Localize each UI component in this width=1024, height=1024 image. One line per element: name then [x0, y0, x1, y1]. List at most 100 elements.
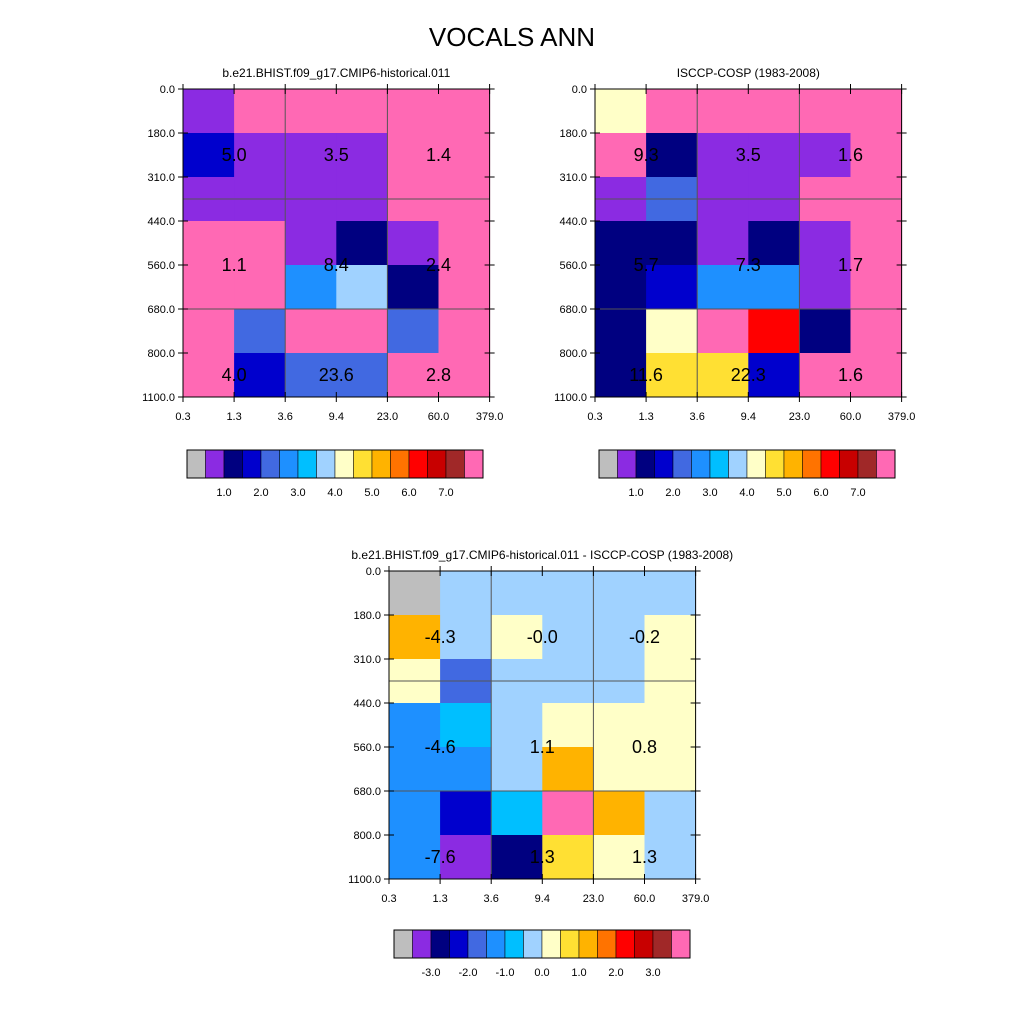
box-value-label: 1.3	[632, 847, 657, 867]
heatmap-cell	[387, 89, 439, 134]
heatmap-cell	[542, 571, 594, 616]
heatmap-cell	[542, 703, 594, 748]
x-tick-label: 60.0	[634, 893, 655, 905]
heatmap-cell	[438, 265, 491, 310]
heatmap-cell	[234, 133, 286, 178]
colorbar-label: 1.0	[571, 967, 586, 979]
heatmap-cell	[593, 747, 645, 792]
y-tick-label: 800.0	[147, 348, 175, 360]
heatmap-cell	[491, 703, 543, 748]
box-value-label: 1.6	[838, 145, 863, 165]
heatmap-cell	[595, 133, 647, 178]
box-value-label: -4.6	[425, 737, 456, 757]
heatmap-cell	[748, 89, 800, 134]
box-value-label: 11.6	[629, 365, 663, 385]
y-tick-label: 0.0	[366, 566, 381, 578]
heatmap-cell	[336, 89, 388, 134]
box-value-label: 4.0	[222, 365, 247, 385]
x-tick-label: 0.3	[587, 411, 602, 423]
x-tick-label: 0.3	[381, 893, 396, 905]
heatmap-cell	[440, 571, 492, 616]
heatmap-cell	[644, 791, 697, 836]
y-tick-label: 0.0	[572, 84, 587, 96]
colorbar-swatch	[672, 449, 692, 479]
box-value-label: 1.1	[530, 737, 555, 757]
heatmap-cell	[234, 221, 286, 266]
heatmap-cell	[697, 309, 749, 354]
heatmap-cell	[183, 133, 235, 178]
colorbar-swatch	[223, 449, 243, 479]
colorbar-swatch	[445, 449, 465, 479]
heatmap-cell	[285, 309, 337, 354]
heatmap-cell	[387, 265, 439, 310]
heatmap-cell	[285, 89, 337, 134]
heatmap-cell	[389, 571, 441, 616]
heatmap-cell	[644, 615, 697, 660]
colorbar-label: 3.0	[645, 967, 660, 979]
box-value-label: -0.0	[527, 627, 558, 647]
heatmap-cell	[440, 615, 492, 660]
colorbar-swatch	[334, 449, 354, 479]
x-tick-label: 379.0	[888, 411, 916, 423]
x-tick-label: 9.4	[741, 411, 756, 423]
colorbar-label: 7.0	[850, 487, 865, 499]
colorbar: 1.0 2.0 3.0 4.0 5.0 6.0 7.0	[598, 449, 896, 499]
heatmap-cell	[438, 221, 491, 266]
heatmap-cell	[183, 265, 235, 310]
heatmap-cell	[542, 747, 594, 792]
box-value-label: -4.3	[425, 627, 456, 647]
colorbar-swatch	[430, 929, 450, 959]
x-tick-label: 1.3	[432, 893, 447, 905]
heatmap-cell	[336, 133, 388, 178]
colorbar-label: 0.0	[534, 967, 549, 979]
heatmap-cell	[595, 89, 647, 134]
heatmap-cell	[336, 221, 388, 266]
colorbar-swatch	[467, 929, 487, 959]
box-value-label: 1.4	[426, 145, 451, 165]
heatmap-cell	[234, 265, 286, 310]
heatmap-cell	[438, 353, 491, 398]
heatmap-cell	[799, 89, 851, 134]
heatmap-cell	[646, 353, 698, 398]
colorbar-swatch	[279, 449, 299, 479]
colorbar-swatch	[728, 449, 748, 479]
heatmap-cell	[697, 221, 749, 266]
y-tick-label: 680.0	[353, 786, 381, 798]
heatmap-cell	[799, 353, 851, 398]
heatmap-cell	[697, 265, 749, 310]
heatmap-cell	[491, 571, 543, 616]
y-tick-label: 0.0	[160, 84, 175, 96]
colorbar-swatch	[205, 449, 225, 479]
x-tick-label: 3.6	[278, 411, 293, 423]
heatmap-cell	[336, 353, 388, 398]
heatmap-cell	[593, 615, 645, 660]
heatmap-cell	[440, 747, 492, 792]
colorbar-swatch	[393, 929, 413, 959]
panel-diff: b.e21.BHIST.f09_g17.CMIP6-historical.011…	[348, 548, 733, 979]
heatmap-cell	[646, 309, 698, 354]
heatmap-cell	[491, 791, 543, 836]
colorbar-swatch	[427, 449, 447, 479]
heatmap-cell	[440, 791, 492, 836]
heatmap-cell	[799, 133, 851, 178]
heatmap-cell	[644, 747, 697, 792]
colorbar-label: -3.0	[422, 967, 441, 979]
x-tick-label: 1.3	[226, 411, 241, 423]
colorbar-swatch	[617, 449, 637, 479]
y-tick-label: 680.0	[559, 304, 587, 316]
y-tick-label: 800.0	[353, 830, 381, 842]
box-value-label: 5.7	[634, 255, 659, 275]
heatmap-cell	[285, 221, 337, 266]
colorbar-swatch	[783, 449, 803, 479]
heatmap-cell	[748, 221, 800, 266]
heatmap-cell	[646, 133, 698, 178]
x-tick-label: 9.4	[329, 411, 344, 423]
y-tick-label: 310.0	[147, 172, 175, 184]
heatmap-cell	[387, 309, 439, 354]
heatmap-cell	[644, 703, 697, 748]
heatmap-cell	[336, 309, 388, 354]
heatmap-cell	[593, 791, 645, 836]
colorbar-swatch	[857, 449, 877, 479]
colorbar-label: 3.0	[290, 487, 305, 499]
heatmap-cell	[389, 703, 441, 748]
